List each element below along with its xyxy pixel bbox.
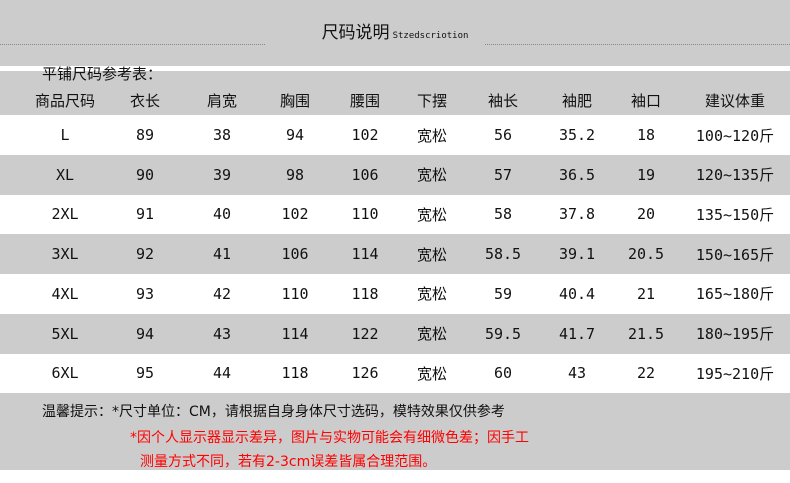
table-cell: 宽松 [416, 166, 448, 185]
column-header: 肩宽 [206, 92, 238, 110]
tip-note: 温馨提示：*尺寸单位：CM，请根据自身身体尺寸选码，模特效果仅供参考 [42, 404, 505, 420]
table-cell: 41.7 [558, 324, 596, 343]
table-cell: L [60, 126, 70, 144]
column-header: 下摆 [416, 92, 448, 110]
notes: 温馨提示：*尺寸单位：CM，请根据自身身体尺寸选码，模特效果仅供参考 *因个人显… [0, 393, 790, 470]
table-cell: 21.5 [627, 324, 665, 343]
table-row: 6XL 95 44 118 126 宽松 60 43 22 195~210斤 [0, 353, 790, 393]
column-header: 腰围 [349, 92, 381, 110]
table-row: L 89 38 94 102 宽松 56 35.2 18 100~120斤 [0, 115, 790, 155]
table-cell: 40.4 [558, 284, 596, 303]
table-row: 5XL 94 43 114 122 宽松 59.5 41.7 21.5 180~195斤 [0, 313, 790, 354]
table-cell: 91 [135, 205, 155, 224]
divider-right [485, 44, 790, 45]
table-cell: 宽松 [416, 364, 448, 383]
table-cell: 5XL [51, 324, 79, 343]
table-cell: 122 [351, 324, 379, 343]
table-cell: 120~135斤 [695, 166, 775, 185]
table-cell: 38 [212, 126, 232, 144]
table-cell: 94 [285, 126, 305, 144]
table-cell: 59 [493, 284, 513, 303]
table-cell: 3XL [51, 245, 79, 264]
warning-note-2: 测量方式不同，若有2-3cm误差皆属合理范围。 [140, 454, 437, 470]
table-cell: 宽松 [416, 126, 448, 145]
table-cell: 57 [493, 165, 513, 184]
table-cell: 100~120斤 [695, 126, 775, 145]
table-cell: 126 [351, 364, 379, 383]
table-cell: 114 [281, 324, 309, 343]
table-cell: 150~165斤 [695, 245, 775, 264]
warning-note-1: *因个人显示器显示差异，图片与实物可能会有细微色差；因手工 [130, 430, 529, 446]
table-cell: 165~180斤 [695, 285, 775, 304]
table-cell: 98 [285, 165, 305, 184]
table-row: 4XL 93 42 110 118 宽松 59 40.4 21 165~180斤 [0, 274, 790, 314]
table-row: 3XL 92 41 106 114 宽松 58.5 39.1 20.5 150~165斤 [0, 234, 790, 275]
table-cell: 195~210斤 [695, 364, 775, 383]
table-cell: 94 [135, 324, 155, 343]
table-cell: 110 [351, 205, 379, 224]
table-cell: 宽松 [416, 245, 448, 264]
table-cell: 18 [636, 126, 656, 144]
table-row: 2XL 91 40 102 110 宽松 58 37.8 20 135~150斤 [0, 194, 790, 234]
table-subtitle: 平铺尺码参考表： [42, 65, 163, 83]
table-row: XL 90 39 98 106 宽松 57 36.5 19 120~135斤 [0, 154, 790, 195]
table-cell: 114 [351, 245, 379, 264]
table-cell: 44 [212, 364, 232, 383]
table-cell: 106 [281, 245, 309, 264]
title-banner: 尺码说明 Stzedscriotion [0, 0, 790, 66]
table-cell: 39 [212, 165, 232, 184]
table-header: 平铺尺码参考表： 商品尺码 衣长 肩宽 胸围 腰围 下摆 袖长 袖肥 袖口 建议体重 [0, 65, 790, 115]
table-cell: 宽松 [416, 285, 448, 304]
divider-left [0, 44, 265, 45]
table-cell: 118 [281, 364, 309, 383]
table-cell: 89 [135, 126, 155, 144]
table-cell: 90 [135, 165, 155, 184]
title-en: Stzedscriotion [392, 31, 469, 41]
table-cell: 6XL [51, 364, 79, 383]
table-cell: 58 [493, 205, 513, 224]
table-cell: 95 [135, 364, 155, 383]
table-cell: 36.5 [558, 165, 596, 184]
table-cell: 93 [135, 284, 155, 303]
table-cell: 110 [281, 284, 309, 303]
table-cell: 59.5 [484, 324, 522, 343]
table-cell: 35.2 [558, 126, 596, 144]
table-cell: 56 [493, 126, 513, 144]
page-title: 尺码说明 Stzedscriotion [0, 18, 790, 43]
table-cell: 宽松 [416, 325, 448, 343]
table-cell: 2XL [51, 205, 79, 224]
table-cell: XL [55, 165, 75, 184]
column-header: 商品尺码 [34, 92, 96, 110]
table-cell: 106 [351, 165, 379, 184]
table-cell: 60 [493, 364, 513, 383]
table-cell: 92 [135, 245, 155, 264]
table-cell: 37.8 [558, 205, 596, 224]
table-cell: 宽松 [416, 205, 448, 224]
title-text: 尺码说明 [321, 23, 390, 43]
table-cell: 40 [212, 205, 232, 224]
table-cell: 102 [351, 126, 379, 144]
table-cell: 21 [636, 284, 656, 303]
table-cell: 102 [281, 205, 309, 224]
column-header: 袖长 [487, 92, 519, 110]
table-cell: 43 [212, 324, 232, 343]
table-cell: 42 [212, 284, 232, 303]
column-header: 袖口 [630, 92, 662, 110]
table-cell: 180~195斤 [695, 325, 775, 343]
table-cell: 20 [636, 205, 656, 224]
table-cell: 22 [636, 364, 656, 383]
table-cell: 118 [351, 284, 379, 303]
table-cell: 41 [212, 245, 232, 264]
column-header: 袖肥 [561, 92, 593, 110]
column-header: 胸围 [279, 92, 311, 110]
column-header: 建议体重 [704, 92, 766, 110]
table-cell: 20.5 [627, 245, 665, 264]
table-cell: 19 [636, 165, 656, 184]
column-header: 衣长 [129, 92, 161, 110]
table-cell: 4XL [51, 284, 79, 303]
table-cell: 58.5 [484, 245, 522, 264]
table-cell: 43 [567, 364, 587, 383]
table-cell: 135~150斤 [695, 205, 775, 224]
table-cell: 39.1 [558, 245, 596, 264]
